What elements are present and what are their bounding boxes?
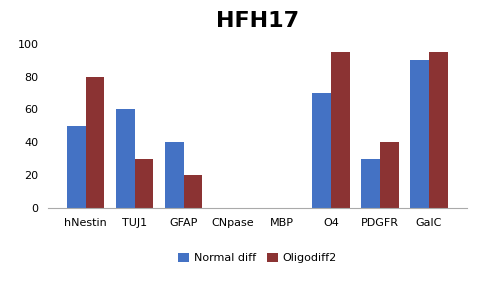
Title: HFH17: HFH17 xyxy=(216,11,298,31)
Bar xyxy=(409,60,428,208)
Bar xyxy=(85,77,104,208)
Bar xyxy=(116,110,134,208)
Bar xyxy=(183,175,202,208)
Bar xyxy=(67,126,85,208)
Bar xyxy=(428,52,446,208)
Bar xyxy=(379,142,398,208)
Bar xyxy=(312,93,330,208)
Bar xyxy=(330,52,349,208)
Bar xyxy=(165,142,183,208)
Bar xyxy=(360,159,379,208)
Bar xyxy=(134,159,153,208)
Legend: Normal diff, Oligodiff2: Normal diff, Oligodiff2 xyxy=(173,249,340,268)
